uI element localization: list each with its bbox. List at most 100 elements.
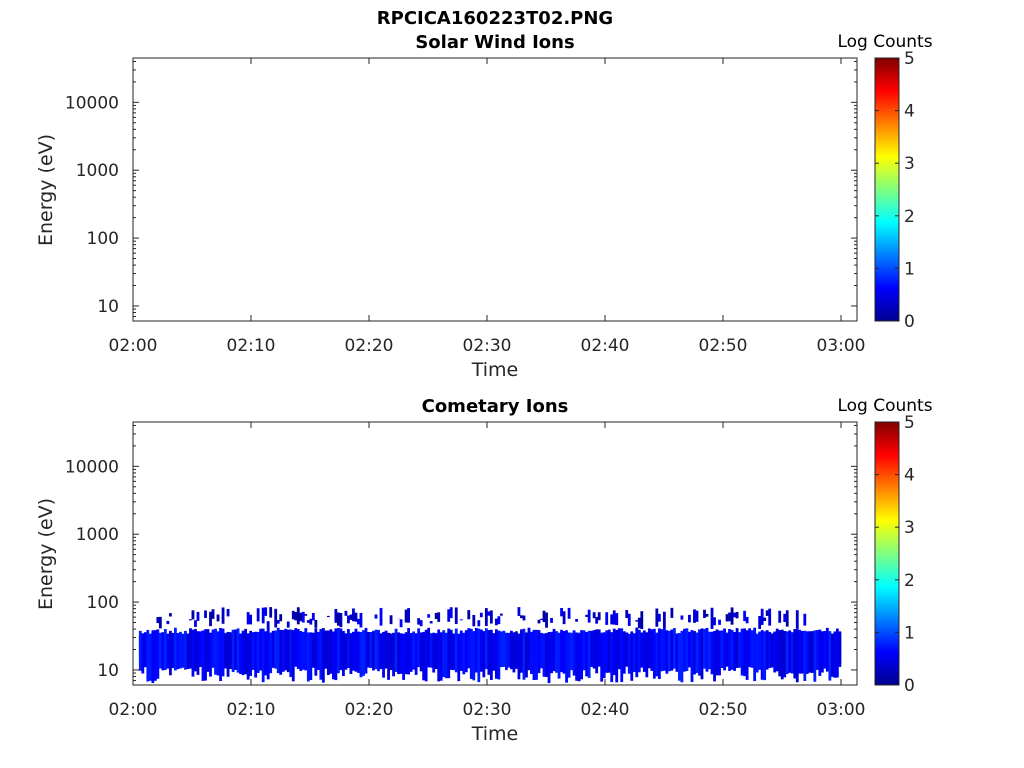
heatmap-cell	[760, 630, 764, 680]
x-axis-label: Time	[471, 723, 519, 745]
y-tick-label: 1000	[76, 525, 119, 545]
heatmap-cell	[637, 629, 641, 673]
heatmap-cell	[740, 628, 744, 676]
heatmap-cell	[251, 632, 255, 670]
heatmap-cell	[630, 631, 634, 681]
heatmap-cell	[291, 630, 295, 682]
heatmap-cell	[226, 608, 230, 617]
heatmap-cell	[492, 633, 496, 671]
heatmap-cell	[790, 632, 794, 674]
heatmap-cell	[462, 632, 466, 675]
panel-solar-wind: Solar Wind Ions 02:00 02:10 02:20 02:30 02:4…	[35, 32, 933, 381]
heatmap-cell	[151, 630, 155, 684]
heatmap-cell	[575, 632, 579, 681]
heatmap-cell	[326, 630, 330, 676]
heatmap-cell	[181, 633, 185, 668]
heatmap-cell	[520, 629, 523, 673]
x-tick: 02:40	[581, 422, 630, 720]
heatmap-cell	[655, 608, 659, 627]
heatmap-cell	[437, 612, 441, 622]
heatmap-cell	[535, 629, 538, 680]
heatmap-cell	[537, 630, 541, 674]
heatmap-cell	[542, 610, 546, 623]
heatmap-cell	[695, 610, 699, 622]
heatmap-cell	[362, 630, 365, 676]
y-tick-label: 10	[97, 297, 119, 317]
heatmap-cell	[690, 630, 694, 682]
heatmap-cell	[635, 620, 639, 622]
colorbar-tick-label: 2	[904, 571, 915, 591]
heatmap-cell	[347, 615, 350, 624]
heatmap-cell	[499, 631, 503, 668]
heatmap-cell	[683, 628, 686, 672]
x-tick-label: 02:50	[699, 336, 748, 356]
heatmap-cell	[419, 620, 423, 627]
heatmap-cell	[800, 630, 804, 674]
heatmap-cell	[369, 632, 373, 669]
heatmap-cell	[221, 607, 225, 624]
heatmap-cell	[459, 630, 463, 671]
heatmap-cell	[763, 631, 767, 681]
heatmap-cell	[266, 621, 270, 629]
panel-cometary: Cometary Ions 02:00 02:10 02:20 02:30 02:40 0…	[35, 396, 933, 745]
heatmap-cell	[387, 632, 390, 680]
heatmap-cell	[319, 628, 323, 680]
heatmap-cell	[625, 632, 629, 667]
heatmap-cell	[655, 632, 659, 677]
heatmap-cell	[640, 611, 644, 630]
x-tick-label: 02:40	[581, 700, 630, 720]
heatmap-cell	[825, 627, 829, 672]
heatmap-cell	[715, 629, 719, 676]
heatmap-cell	[713, 617, 716, 626]
heatmap-cell	[808, 631, 812, 673]
heatmap-cell	[259, 628, 263, 671]
chart-title: Solar Wind Ions	[415, 32, 574, 53]
heatmap-cell	[755, 633, 759, 673]
colorbar: Log Counts 0 1 2 3 4 5	[837, 32, 932, 332]
heatmap-cell	[274, 630, 278, 669]
heatmap-cell	[452, 633, 456, 671]
heatmap-cell	[815, 630, 819, 670]
heatmap-cell	[560, 607, 563, 617]
x-tick-label: 02:30	[463, 336, 512, 356]
heatmap-cell	[219, 627, 222, 682]
heatmap-cell	[735, 611, 739, 619]
heatmap-cell	[434, 633, 438, 670]
heatmap-cell	[261, 607, 265, 624]
heatmap-cell	[216, 614, 220, 622]
heatmap-cell	[316, 631, 320, 671]
heatmap-cell	[244, 628, 248, 675]
heatmap-cell	[577, 633, 581, 682]
heatmap-cell	[763, 617, 767, 621]
y-tick: 1000	[76, 525, 857, 545]
colorbar: Log Counts 0 1 2 3 4 5	[837, 396, 932, 696]
heatmap-cell	[542, 633, 546, 677]
heatmap-cell	[216, 631, 220, 676]
heatmap-cell	[627, 633, 631, 674]
heatmap-cell	[530, 631, 533, 674]
heatmap-cell	[284, 628, 288, 671]
heatmap-cell	[758, 631, 762, 670]
colorbar-tick: 3	[875, 154, 915, 174]
heatmap-cell	[199, 631, 202, 668]
heatmap-cell	[264, 607, 268, 616]
heatmap-cell	[665, 630, 669, 674]
heatmap-cell	[168, 630, 172, 676]
heatmap-cell	[718, 630, 721, 676]
heatmap-cell	[693, 609, 696, 623]
heatmap-cell	[517, 607, 521, 616]
heatmap-cell	[693, 630, 696, 675]
heatmap-cell	[555, 631, 558, 673]
heatmap-cell	[507, 632, 511, 668]
heatmap-cell	[765, 630, 769, 670]
heatmap-cell	[204, 610, 207, 618]
heatmap-cell	[294, 628, 298, 667]
heatmap-cell	[572, 630, 576, 676]
heatmap-cell	[194, 620, 197, 627]
heatmap-cell	[765, 610, 769, 616]
heatmap-cell	[444, 632, 448, 679]
heatmap-cell	[211, 629, 215, 668]
heatmap-cell	[367, 631, 370, 668]
heatmap-cell	[196, 631, 200, 675]
heatmap-cell	[705, 627, 709, 672]
